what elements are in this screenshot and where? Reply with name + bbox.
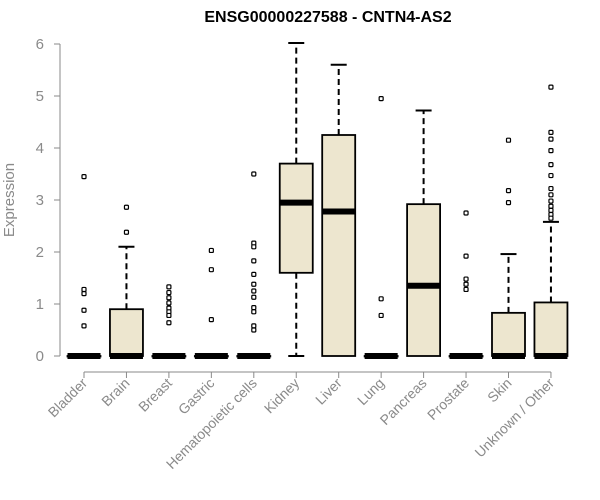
outlier-point: [548, 136, 554, 142]
outlier-point: [378, 312, 384, 319]
outlier-point: [251, 271, 257, 277]
y-tick-label: 0: [36, 348, 44, 365]
box-iqr: [533, 301, 569, 357]
x-tick-label: Kidney: [261, 375, 303, 417]
y-tick-label: 5: [36, 88, 44, 105]
outlier-point: [463, 276, 469, 282]
outlier-point: [251, 171, 257, 177]
outlier-point: [81, 307, 87, 313]
outlier-point: [251, 288, 257, 294]
box-iqr: [278, 162, 314, 274]
outlier-point: [251, 281, 257, 287]
outlier-point: [548, 215, 554, 221]
outlier-point: [81, 291, 87, 297]
box-brain: [109, 204, 144, 359]
outlier-point: [548, 207, 554, 213]
outlier-point: [81, 323, 87, 329]
outlier-point: [208, 317, 214, 323]
x-tick-label: Unknown / Other: [471, 375, 557, 461]
box-iqr: [321, 134, 357, 357]
outlier-point: [548, 172, 554, 179]
outlier-point: [505, 137, 512, 143]
box-gastric: [193, 247, 229, 359]
x-tick-label: Skin: [484, 375, 515, 406]
box-breast: [151, 284, 187, 359]
box-liver: [321, 63, 357, 357]
outlier-point: [548, 203, 554, 209]
outlier-point: [548, 129, 554, 135]
outlier-point: [208, 267, 214, 273]
outlier-point: [378, 95, 384, 102]
x-tick-label: Liver: [312, 375, 345, 408]
outlier-point: [81, 286, 87, 293]
box-skin: [491, 137, 526, 359]
outlier-point: [463, 210, 469, 216]
outlier-point: [463, 281, 469, 287]
box-kidney: [278, 41, 314, 357]
box-hematopoietic-cells: [236, 171, 272, 359]
x-tick-label: Pancreas: [377, 375, 430, 428]
box-pancreas: [406, 109, 442, 357]
y-axis-label: Expression: [1, 163, 18, 237]
outlier-point: [548, 84, 554, 90]
outlier-point: [463, 253, 469, 259]
box-iqr: [491, 311, 526, 357]
outlier-point: [548, 198, 554, 204]
outlier-point: [251, 244, 257, 250]
outlier-point: [166, 320, 172, 326]
box-series: [66, 41, 569, 359]
outlier-point: [81, 174, 87, 180]
box-unknown-other: [533, 84, 569, 359]
y-tick-label: 1: [36, 296, 44, 313]
outlier-point: [505, 188, 512, 194]
outlier-point: [548, 162, 554, 168]
outlier-point: [251, 309, 257, 315]
outlier-point: [208, 247, 214, 254]
x-tick-label: Prostate: [424, 375, 472, 423]
box-prostate: [448, 210, 484, 359]
outlier-point: [378, 296, 384, 302]
outlier-point: [548, 148, 554, 154]
outlier-point: [166, 295, 172, 301]
box-iqr: [109, 308, 144, 357]
outlier-point: [123, 204, 130, 210]
x-tick-label: Lung: [354, 375, 387, 408]
y-tick-label: 2: [36, 244, 44, 261]
outlier-point: [166, 300, 172, 306]
x-tick-label: Breast: [135, 375, 175, 415]
x-tick-label: Bladder: [45, 375, 91, 421]
outlier-point: [548, 192, 554, 198]
chart-title: ENSG00000227588 - CNTN4-AS2: [204, 9, 451, 26]
x-tick-label: Brain: [98, 375, 132, 409]
outlier-point: [463, 286, 469, 293]
outlier-point: [123, 229, 130, 235]
outlier-point: [251, 258, 257, 264]
box-iqr: [406, 203, 442, 357]
outlier-point: [251, 294, 257, 300]
box-bladder: [66, 174, 102, 359]
outlier-point: [251, 327, 257, 333]
outlier-point: [166, 284, 172, 290]
outlier-point: [251, 305, 257, 311]
y-tick-label: 4: [36, 140, 44, 157]
outlier-point: [166, 289, 172, 296]
outlier-point: [505, 200, 512, 206]
y-tick-label: 3: [36, 192, 44, 209]
y-tick-label: 6: [36, 36, 44, 53]
outlier-point: [548, 185, 554, 192]
outlier-point: [251, 323, 257, 329]
outlier-point: [166, 312, 172, 319]
box-lung: [363, 95, 399, 359]
